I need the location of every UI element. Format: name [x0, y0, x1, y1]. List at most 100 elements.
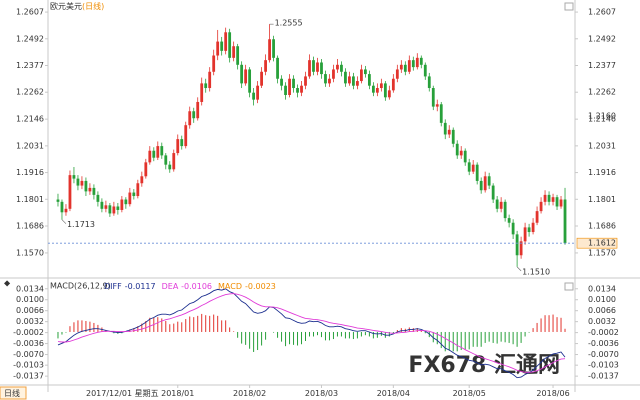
candle-body — [555, 197, 559, 207]
candle-body — [116, 206, 120, 210]
y-tick-label-right: 0.0100 — [588, 295, 616, 304]
y-tick-label: -0.0070 — [13, 350, 44, 359]
candle-body — [160, 146, 164, 156]
y-tick-label: 1.1801 — [16, 195, 44, 204]
y-tick-label-right: -0.0103 — [588, 361, 619, 370]
candle-body — [300, 85, 303, 93]
y-tick-label: 0.0100 — [16, 295, 44, 304]
candle-body — [563, 199, 567, 244]
candle-body — [439, 104, 443, 123]
candle-body — [455, 143, 459, 156]
candle-body — [188, 111, 192, 126]
candle-body — [200, 83, 204, 102]
annotation-leader — [61, 219, 67, 224]
candle-body — [391, 78, 395, 91]
y-tick-label: -0.0137 — [13, 372, 44, 381]
candle-body — [352, 76, 355, 86]
candle-body — [228, 32, 232, 58]
candle-body — [344, 71, 347, 84]
candle-body — [535, 211, 539, 223]
candle-body — [84, 180, 88, 192]
candle-body — [415, 57, 419, 68]
candle-body — [463, 150, 467, 163]
candle-body — [120, 199, 124, 210]
candle-body — [407, 60, 411, 72]
candle-body — [375, 88, 379, 93]
candle-body — [72, 175, 76, 179]
y-tick-label-right: 1.2031 — [588, 141, 616, 150]
y-tick-label: 1.2031 — [16, 141, 44, 150]
candle-body — [164, 155, 168, 165]
macd-title: MACD(26,12,9) — [50, 282, 111, 291]
readout-value: -0.0117 — [125, 282, 156, 291]
candle-body — [487, 176, 491, 186]
candle-body — [152, 150, 156, 158]
y-tick-label: 1.2146 — [16, 115, 44, 124]
candle-body — [539, 201, 543, 212]
candle-body — [447, 129, 451, 135]
candle-body — [148, 150, 152, 163]
candle-body — [399, 64, 403, 70]
y-tick-label: 1.2492 — [16, 34, 44, 43]
window-icon[interactable] — [564, 282, 574, 291]
y-tick-label: -0.0103 — [13, 361, 44, 370]
candle-body — [284, 85, 287, 95]
candle-body — [308, 60, 311, 77]
candle-body — [511, 222, 515, 235]
candle-body — [64, 208, 68, 213]
candle-body — [112, 206, 116, 214]
subtitle: (日线) — [82, 1, 104, 11]
candle-body — [547, 194, 551, 202]
candle-body — [387, 90, 391, 98]
candle-body — [479, 180, 483, 191]
macd-readout: DIFF -0.0117 DEA -0.0106 MACD -0.0023 — [104, 282, 276, 291]
title: 欧元美元 — [50, 1, 82, 11]
window-icon[interactable] — [564, 2, 574, 11]
candle-body — [180, 139, 184, 147]
candle-body — [527, 227, 531, 233]
candle-body — [316, 62, 319, 72]
candle-body — [108, 205, 112, 214]
candle-body — [371, 85, 375, 93]
candle-body — [140, 176, 144, 184]
candle-body — [423, 64, 427, 77]
candle-body — [515, 234, 519, 256]
macd-line — [57, 288, 566, 379]
candle-body — [204, 83, 208, 89]
x-tick-label: 2018/04 — [377, 389, 410, 398]
candle-body — [280, 78, 283, 86]
annotation: 1.1510 — [522, 267, 550, 276]
x-tick-label: 2018/03 — [305, 389, 338, 398]
period-box[interactable] — [0, 386, 27, 400]
candle-body — [220, 41, 224, 51]
candle-body — [100, 201, 104, 209]
watermark: FX678 汇通网 — [408, 353, 560, 378]
candle-body — [499, 201, 503, 209]
y-tick-label-right: 1.2607 — [588, 8, 616, 17]
candle-body — [224, 32, 228, 51]
cursor-price-label: 1.2160 — [588, 111, 616, 120]
y-tick-label-right: 1.1916 — [588, 168, 616, 177]
candle-body — [264, 60, 267, 72]
candle-body — [531, 222, 535, 233]
panel-icon: ◆ — [4, 279, 11, 288]
candle-body — [363, 69, 367, 75]
y-tick-label: 1.1570 — [16, 248, 44, 257]
candle-body — [192, 111, 196, 119]
y-tick-label-right: 1.2492 — [588, 34, 616, 43]
macd-line — [57, 293, 566, 373]
y-tick-label-right: 1.2377 — [588, 61, 616, 70]
y-tick-label: 1.2607 — [16, 8, 44, 17]
candle-body — [252, 92, 256, 100]
candle-body — [523, 227, 527, 242]
y-tick-label-right: 1.2146 — [588, 115, 616, 124]
last-price-label: 1.1612 — [588, 239, 616, 248]
annotation: 1.2555 — [275, 19, 303, 28]
candle-body — [236, 46, 240, 65]
candle-body — [471, 164, 475, 172]
candle-body — [244, 69, 248, 84]
period-label[interactable]: 日线 — [4, 388, 20, 398]
candle-body — [292, 78, 295, 89]
candle-body — [431, 88, 435, 107]
